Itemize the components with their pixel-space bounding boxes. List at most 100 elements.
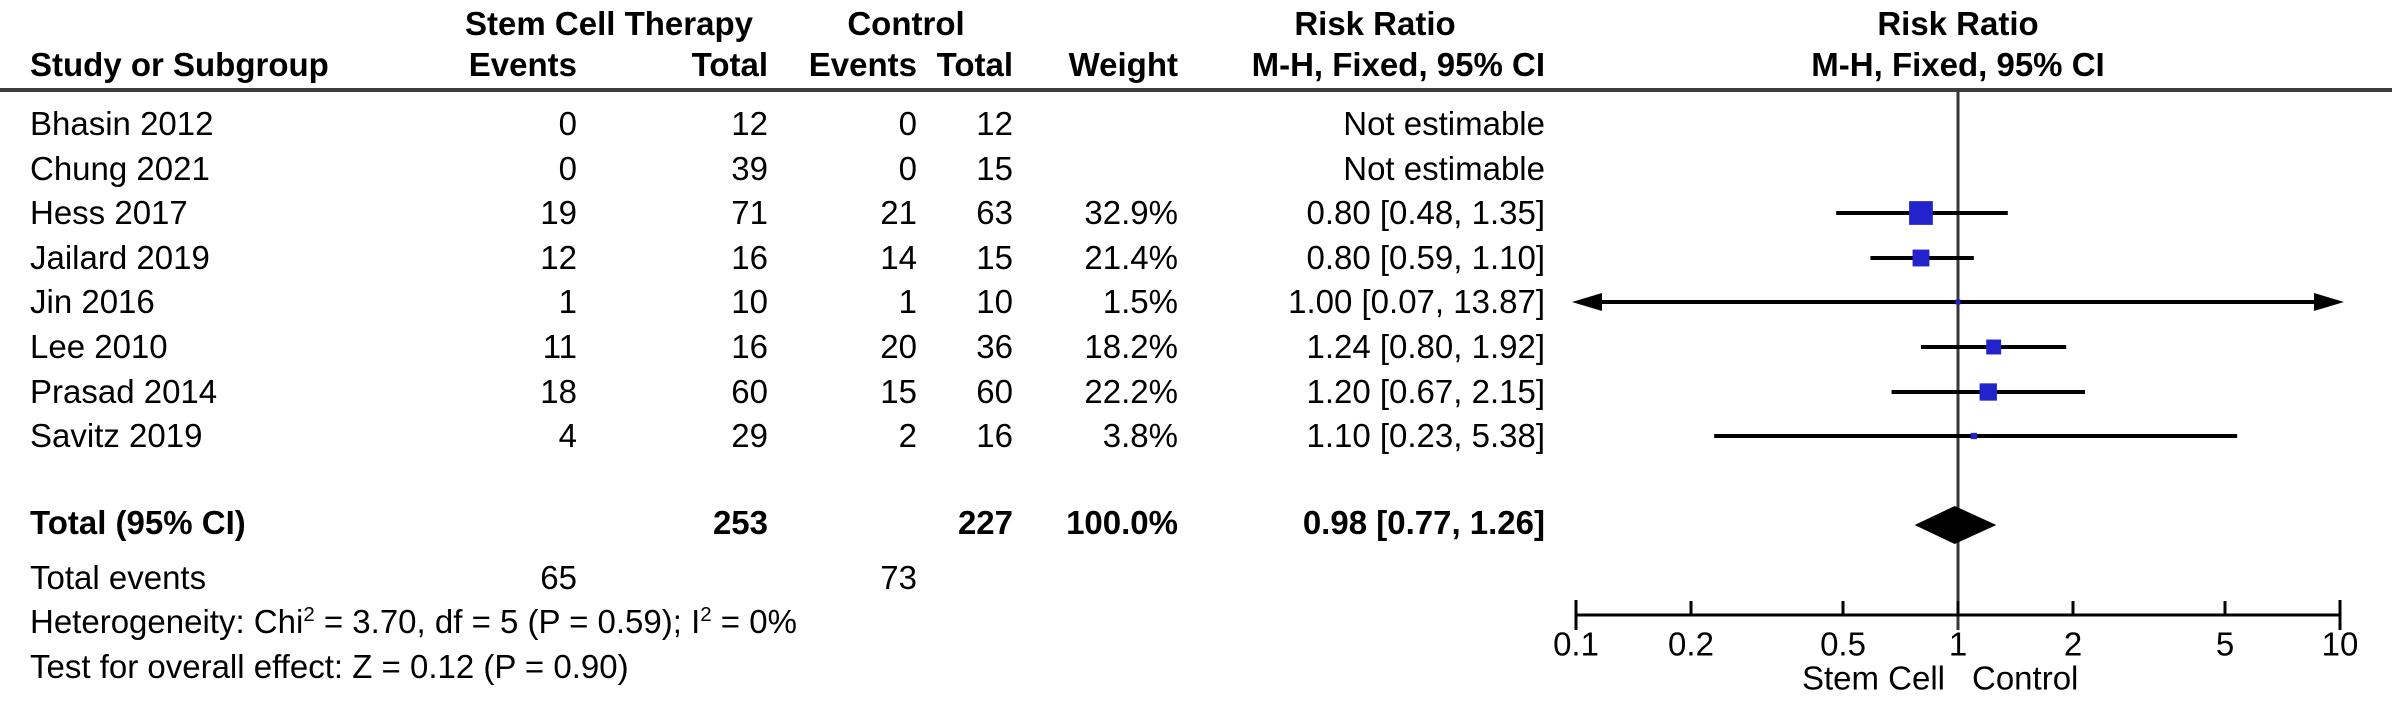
total-treatment: 29 (731, 417, 768, 454)
ci-value: 1.20 [0.67, 2.15] (1306, 373, 1545, 410)
col-header-events-treat: Events (468, 46, 577, 83)
total-control: 16 (976, 417, 1013, 454)
total-treatment: 16 (731, 239, 768, 276)
ci-value: 0.80 [0.59, 1.10] (1306, 239, 1545, 276)
group-header-control: Control (847, 5, 965, 42)
col-header-total-treat: Total (691, 46, 768, 83)
events-control: 20 (880, 328, 917, 365)
events-control: 0 (898, 150, 917, 187)
events-treatment: 18 (540, 373, 577, 410)
total-row-label: Total (95% CI) (30, 504, 246, 541)
effect-marker (1912, 249, 1930, 267)
total-treatment: 10 (731, 283, 768, 320)
study-name: Prasad 2014 (30, 373, 218, 410)
total-treatment: 12 (731, 105, 768, 142)
effect-marker (1909, 201, 1933, 225)
study-name: Savitz 2019 (30, 417, 203, 454)
weight-value: 1.5% (1102, 283, 1178, 320)
events-treatment: 11 (542, 328, 577, 365)
axis-tick-label: 1 (1949, 626, 1967, 663)
total-row-n-treatment: 253 (712, 504, 768, 541)
total-control: 36 (976, 328, 1013, 365)
ci-value: 1.10 [0.23, 5.38] (1306, 417, 1545, 454)
col-header-total-control: Total (936, 46, 1013, 83)
axis-tick-label: 10 (2322, 626, 2359, 663)
total-control: 15 (976, 150, 1013, 187)
events-treatment: 12 (540, 239, 577, 276)
col-header-method-plot: M-H, Fixed, 95% CI (1811, 46, 2105, 83)
col-header-events-control: Events (808, 46, 917, 83)
group-header-treatment: Stem Cell Therapy (465, 5, 753, 42)
het-sup-1: 2 (303, 603, 315, 626)
het-text-1: Heterogeneity: Chi (30, 603, 304, 640)
total-control: 15 (976, 239, 1013, 276)
pooled-diamond (1914, 506, 1997, 544)
col-header-weight: Weight (1068, 46, 1178, 83)
het-text-3: = 0% (711, 603, 797, 640)
events-control: 14 (880, 239, 917, 276)
col-header-method-table: M-H, Fixed, 95% CI (1251, 46, 1545, 83)
study-name: Jailard 2019 (30, 239, 210, 276)
total-row-weight: 100.0% (1066, 504, 1178, 541)
risk-ratio-header-plot: Risk Ratio (1877, 5, 2039, 42)
total-events-control: 73 (880, 559, 917, 596)
ci-value: 1.24 [0.80, 1.92] (1306, 328, 1545, 365)
total-treatment: 71 (731, 194, 768, 231)
col-header-study: Study or Subgroup (30, 46, 329, 83)
total-treatment: 16 (731, 328, 768, 365)
axis-tick-label: 5 (2216, 626, 2234, 663)
risk-ratio-header-table: Risk Ratio (1294, 5, 1456, 42)
events-control: 1 (898, 283, 917, 320)
weight-value: 3.8% (1102, 417, 1178, 454)
study-name: Lee 2010 (30, 328, 168, 365)
events-control: 0 (898, 105, 917, 142)
axis-tick-label: 0.2 (1668, 626, 1714, 663)
total-control: 10 (976, 283, 1013, 320)
total-row-ci: 0.98 [0.77, 1.26] (1302, 504, 1545, 541)
effect-marker (1986, 339, 2002, 355)
het-sup-2: 2 (700, 603, 712, 626)
weight-value: 32.9% (1084, 194, 1178, 231)
study-name: Hess 2017 (30, 194, 188, 231)
ci-value: 0.80 [0.48, 1.35] (1306, 194, 1545, 231)
ci-value: Not estimable (1343, 105, 1545, 142)
study-name: Bhasin 2012 (30, 105, 214, 142)
het-text-2: = 3.70, df = 5 (P = 0.59); I (314, 603, 701, 640)
events-control: 2 (898, 417, 917, 454)
effect-marker (1955, 299, 1961, 305)
total-events-label: Total events (30, 559, 207, 596)
axis-tick-label: 0.1 (1553, 626, 1599, 663)
weight-value: 21.4% (1084, 239, 1178, 276)
header-divider (0, 88, 2392, 92)
events-treatment: 19 (540, 194, 577, 231)
ci-value: 1.00 [0.07, 13.87] (1288, 283, 1545, 320)
axis-tick-label: 2 (2064, 626, 2082, 663)
axis-left-label: Stem Cell (1802, 660, 1945, 697)
events-control: 21 (880, 194, 917, 231)
events-treatment: 0 (558, 105, 577, 142)
study-name: Chung 2021 (30, 150, 210, 187)
total-control: 63 (976, 194, 1013, 231)
total-control: 12 (976, 105, 1013, 142)
study-name: Jin 2016 (30, 283, 155, 320)
ci-arrow-left (1572, 293, 1602, 311)
total-control: 60 (976, 373, 1013, 410)
weight-value: 18.2% (1084, 328, 1178, 365)
overall-effect-stat: Test for overall effect: Z = 0.12 (P = 0… (30, 648, 629, 685)
total-treatment: 60 (731, 373, 768, 410)
events-treatment: 0 (558, 150, 577, 187)
ci-value: Not estimable (1343, 150, 1545, 187)
events-treatment: 4 (558, 417, 577, 454)
total-treatment: 39 (731, 150, 768, 187)
heterogeneity-stat: Heterogeneity: Chi2 = 3.70, df = 5 (P = … (30, 600, 797, 644)
weight-value: 22.2% (1084, 373, 1178, 410)
effect-marker (1979, 383, 1997, 401)
total-row-n-control: 227 (957, 504, 1013, 541)
effect-marker (1970, 432, 1977, 440)
events-control: 15 (880, 373, 917, 410)
ci-arrow-right (2314, 293, 2344, 311)
axis-right-label: Control (1972, 660, 2078, 697)
axis-tick-label: 0.5 (1820, 626, 1866, 663)
